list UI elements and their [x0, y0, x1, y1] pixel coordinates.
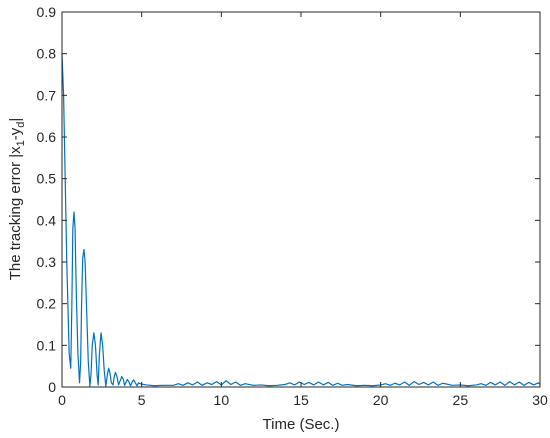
x-axis-label: Time (Sec.)	[263, 416, 340, 433]
y-axis-label-suffix: |	[7, 118, 24, 122]
x-tick-label: 25	[453, 392, 469, 408]
y-tick-label: 0.8	[37, 46, 57, 62]
x-tick-label: 0	[58, 392, 66, 408]
x-tick-label: 5	[138, 392, 146, 408]
y-tick-label: 0.5	[37, 171, 57, 187]
y-tick-label: 0.9	[37, 4, 57, 20]
y-tick-label: 0.3	[37, 254, 57, 270]
x-tick-label: 15	[293, 392, 309, 408]
x-tick-label: 20	[373, 392, 389, 408]
series-line	[61, 53, 541, 387]
y-tick-label: 0.1	[37, 337, 57, 353]
y-tick-label: 0.2	[37, 296, 57, 312]
y-tick-label: 0.4	[37, 212, 57, 228]
y-tick-label: 0	[48, 379, 56, 395]
y-axis-label-sub1: 1	[15, 140, 27, 146]
y-axis-label: The tracking error |x1-yd|	[7, 118, 27, 281]
y-axis-label-sub2: d	[15, 122, 27, 128]
plot-background	[62, 12, 540, 387]
y-axis-label-middle: -y	[7, 127, 24, 140]
y-axis-label-prefix: The tracking error |x	[7, 146, 24, 280]
x-tick-label: 10	[214, 392, 230, 408]
ticks-layer: 0 5 10 15 20 25 30 0 0.1 0.2 0.3 0.4 0.5 0.6 0.7 0.8 0.9	[37, 4, 548, 408]
curve-layer	[61, 53, 541, 387]
y-tick-label: 0.7	[37, 87, 57, 103]
x-tick-label: 30	[532, 392, 548, 408]
y-tick-label: 0.6	[37, 129, 57, 145]
